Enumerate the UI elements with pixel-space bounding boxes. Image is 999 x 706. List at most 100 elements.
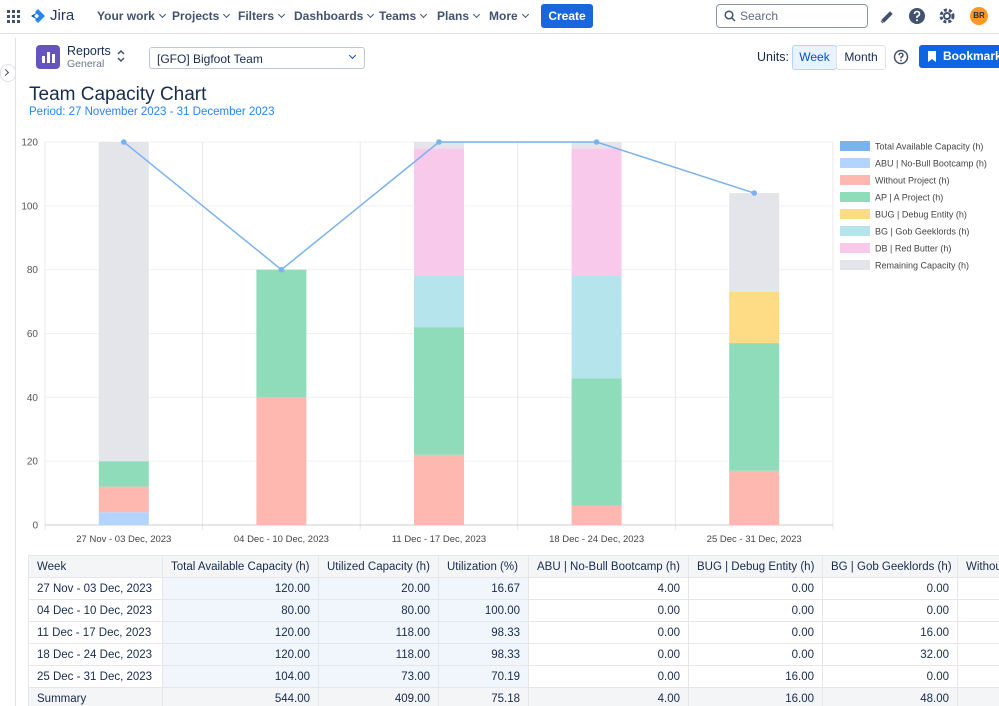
cell: 120.00 — [162, 621, 319, 644]
column-header[interactable]: Without Project (h) — [957, 555, 999, 578]
cell: 0.00 — [688, 599, 823, 622]
y-tick-label: 40 — [27, 393, 39, 404]
sidebar-edge — [15, 38, 16, 706]
x-tick-label: 04 Dec - 10 Dec, 2023 — [234, 534, 329, 545]
clipped-cell — [957, 643, 999, 666]
legend-label: Remaining Capacity (h) — [875, 261, 969, 271]
clipped-cell — [957, 599, 999, 622]
units-label: Units: — [757, 50, 789, 64]
column-header[interactable]: Utilized Capacity (h) — [318, 555, 439, 578]
line-point — [278, 266, 285, 273]
clipped-cell — [957, 621, 999, 644]
bar-segment — [98, 512, 149, 525]
column-header[interactable]: Total Available Capacity (h) — [162, 555, 319, 578]
cell: 20.00 — [318, 577, 439, 600]
sidebar-toggle[interactable] — [0, 64, 16, 82]
week-toggle[interactable]: Week — [792, 45, 837, 70]
cell: 73.00 — [318, 665, 439, 688]
bar-segment — [414, 454, 464, 525]
bar-segment — [729, 193, 780, 293]
bar-segment — [256, 397, 307, 525]
line-point — [436, 139, 442, 145]
product-name[interactable]: Jira — [50, 7, 75, 24]
legend-swatch — [840, 192, 870, 202]
units-help-icon[interactable] — [893, 49, 909, 65]
bar-segment — [98, 142, 149, 462]
reports-icon[interactable] — [36, 45, 60, 69]
bookmark-button[interactable]: Bookmark — [919, 45, 999, 68]
cell: 98.33 — [438, 643, 529, 666]
create-button[interactable]: Create — [541, 4, 593, 28]
cell: 98.33 — [438, 621, 529, 644]
search-icon — [724, 10, 736, 22]
capacity-table-wrap: Week Total Available Capacity (h) Utilized… — [28, 555, 999, 706]
y-tick-label: 60 — [27, 329, 39, 340]
nav-item[interactable]: Projects — [172, 9, 231, 23]
row-label: 11 Dec - 17 Dec, 2023 — [28, 621, 163, 644]
column-header[interactable]: ABU | No-Bull Bootcamp (h) — [528, 555, 689, 578]
x-tick-label: 11 Dec - 17 Dec, 2023 — [392, 534, 486, 545]
nav-item-label: Teams — [379, 9, 417, 23]
notifications-icon[interactable] — [878, 8, 894, 24]
line-point — [121, 139, 127, 145]
period: Period: 27 November 2023 - 31 December 2… — [29, 106, 275, 118]
bar-segment — [571, 142, 622, 149]
column-header[interactable]: Utilization (%) — [438, 555, 529, 578]
bar-segment — [571, 505, 622, 525]
nav-item[interactable]: Your work — [97, 9, 166, 23]
legend-label: BUG | Debug Entity (h) — [875, 210, 967, 220]
chart: 0 20 40 60 80 100 120 27 Nov - 03 Dec, 2023 04 D… — [21, 138, 987, 546]
avatar[interactable]: BR — [970, 7, 988, 25]
nav-item[interactable]: Filters — [238, 9, 286, 23]
nav-item[interactable]: Dashboards — [294, 9, 375, 23]
y-tick-label: 80 — [27, 265, 39, 276]
legend-label: DB | Red Butter (h) — [875, 244, 951, 254]
nav-item-label: Your work — [97, 9, 155, 23]
month-toggle[interactable]: Month — [836, 45, 886, 70]
cell: 4.00 — [528, 577, 689, 600]
cell: 75.18 — [438, 687, 529, 706]
bar-segment — [414, 327, 464, 455]
legend-label: ABU | No-Bull Bootcamp (h) — [875, 159, 987, 169]
jira-logo[interactable] — [30, 8, 46, 24]
cell: 0.00 — [688, 643, 823, 666]
cell: 80.00 — [318, 599, 439, 622]
cell: 16.00 — [688, 687, 823, 706]
capacity-table: Week Total Available Capacity (h) Utilized… — [28, 555, 999, 706]
legend-swatch — [840, 260, 870, 270]
legend-swatch — [840, 226, 870, 236]
nav-item-label: More — [489, 9, 518, 23]
clipped-cell — [957, 577, 999, 600]
cell: 0.00 — [528, 665, 689, 688]
help-icon[interactable] — [908, 7, 926, 25]
column-header[interactable]: BUG | Debug Entity (h) — [688, 555, 823, 578]
bar-segment — [414, 276, 464, 328]
app-switch-chevrons[interactable] — [116, 49, 126, 63]
cell: 0.00 — [688, 621, 823, 644]
settings-icon[interactable] — [938, 7, 956, 25]
bookmark-label: Bookmark — [943, 49, 999, 63]
legend-swatch — [840, 141, 870, 151]
nav-item[interactable]: Teams — [379, 9, 428, 23]
app-switcher[interactable] — [7, 10, 20, 23]
cell: 48.00 — [822, 687, 958, 706]
y-tick-label: 120 — [21, 138, 38, 149]
team-select[interactable]: [GFO] Bigfoot Team — [149, 47, 365, 69]
bar-segment — [729, 470, 780, 525]
app-name[interactable]: Reports — [67, 44, 111, 58]
legend-swatch — [840, 243, 870, 253]
nav-item[interactable]: More — [489, 9, 529, 23]
bar-segment — [729, 343, 780, 471]
clipped-cell — [957, 687, 999, 706]
line-point — [593, 139, 600, 145]
bar-segment — [414, 142, 464, 149]
column-header[interactable]: Week — [28, 555, 163, 578]
cell: 16.67 — [438, 577, 529, 600]
nav-item[interactable]: Plans — [437, 9, 481, 23]
row-label: 25 Dec - 31 Dec, 2023 — [28, 665, 163, 688]
search-box[interactable]: Search — [716, 4, 868, 28]
row-label: 04 Dec - 10 Dec, 2023 — [28, 599, 163, 622]
column-header[interactable]: BG | Gob Geeklords (h) — [822, 555, 958, 578]
bar-segment — [571, 276, 622, 379]
cell: 80.00 — [162, 599, 319, 622]
